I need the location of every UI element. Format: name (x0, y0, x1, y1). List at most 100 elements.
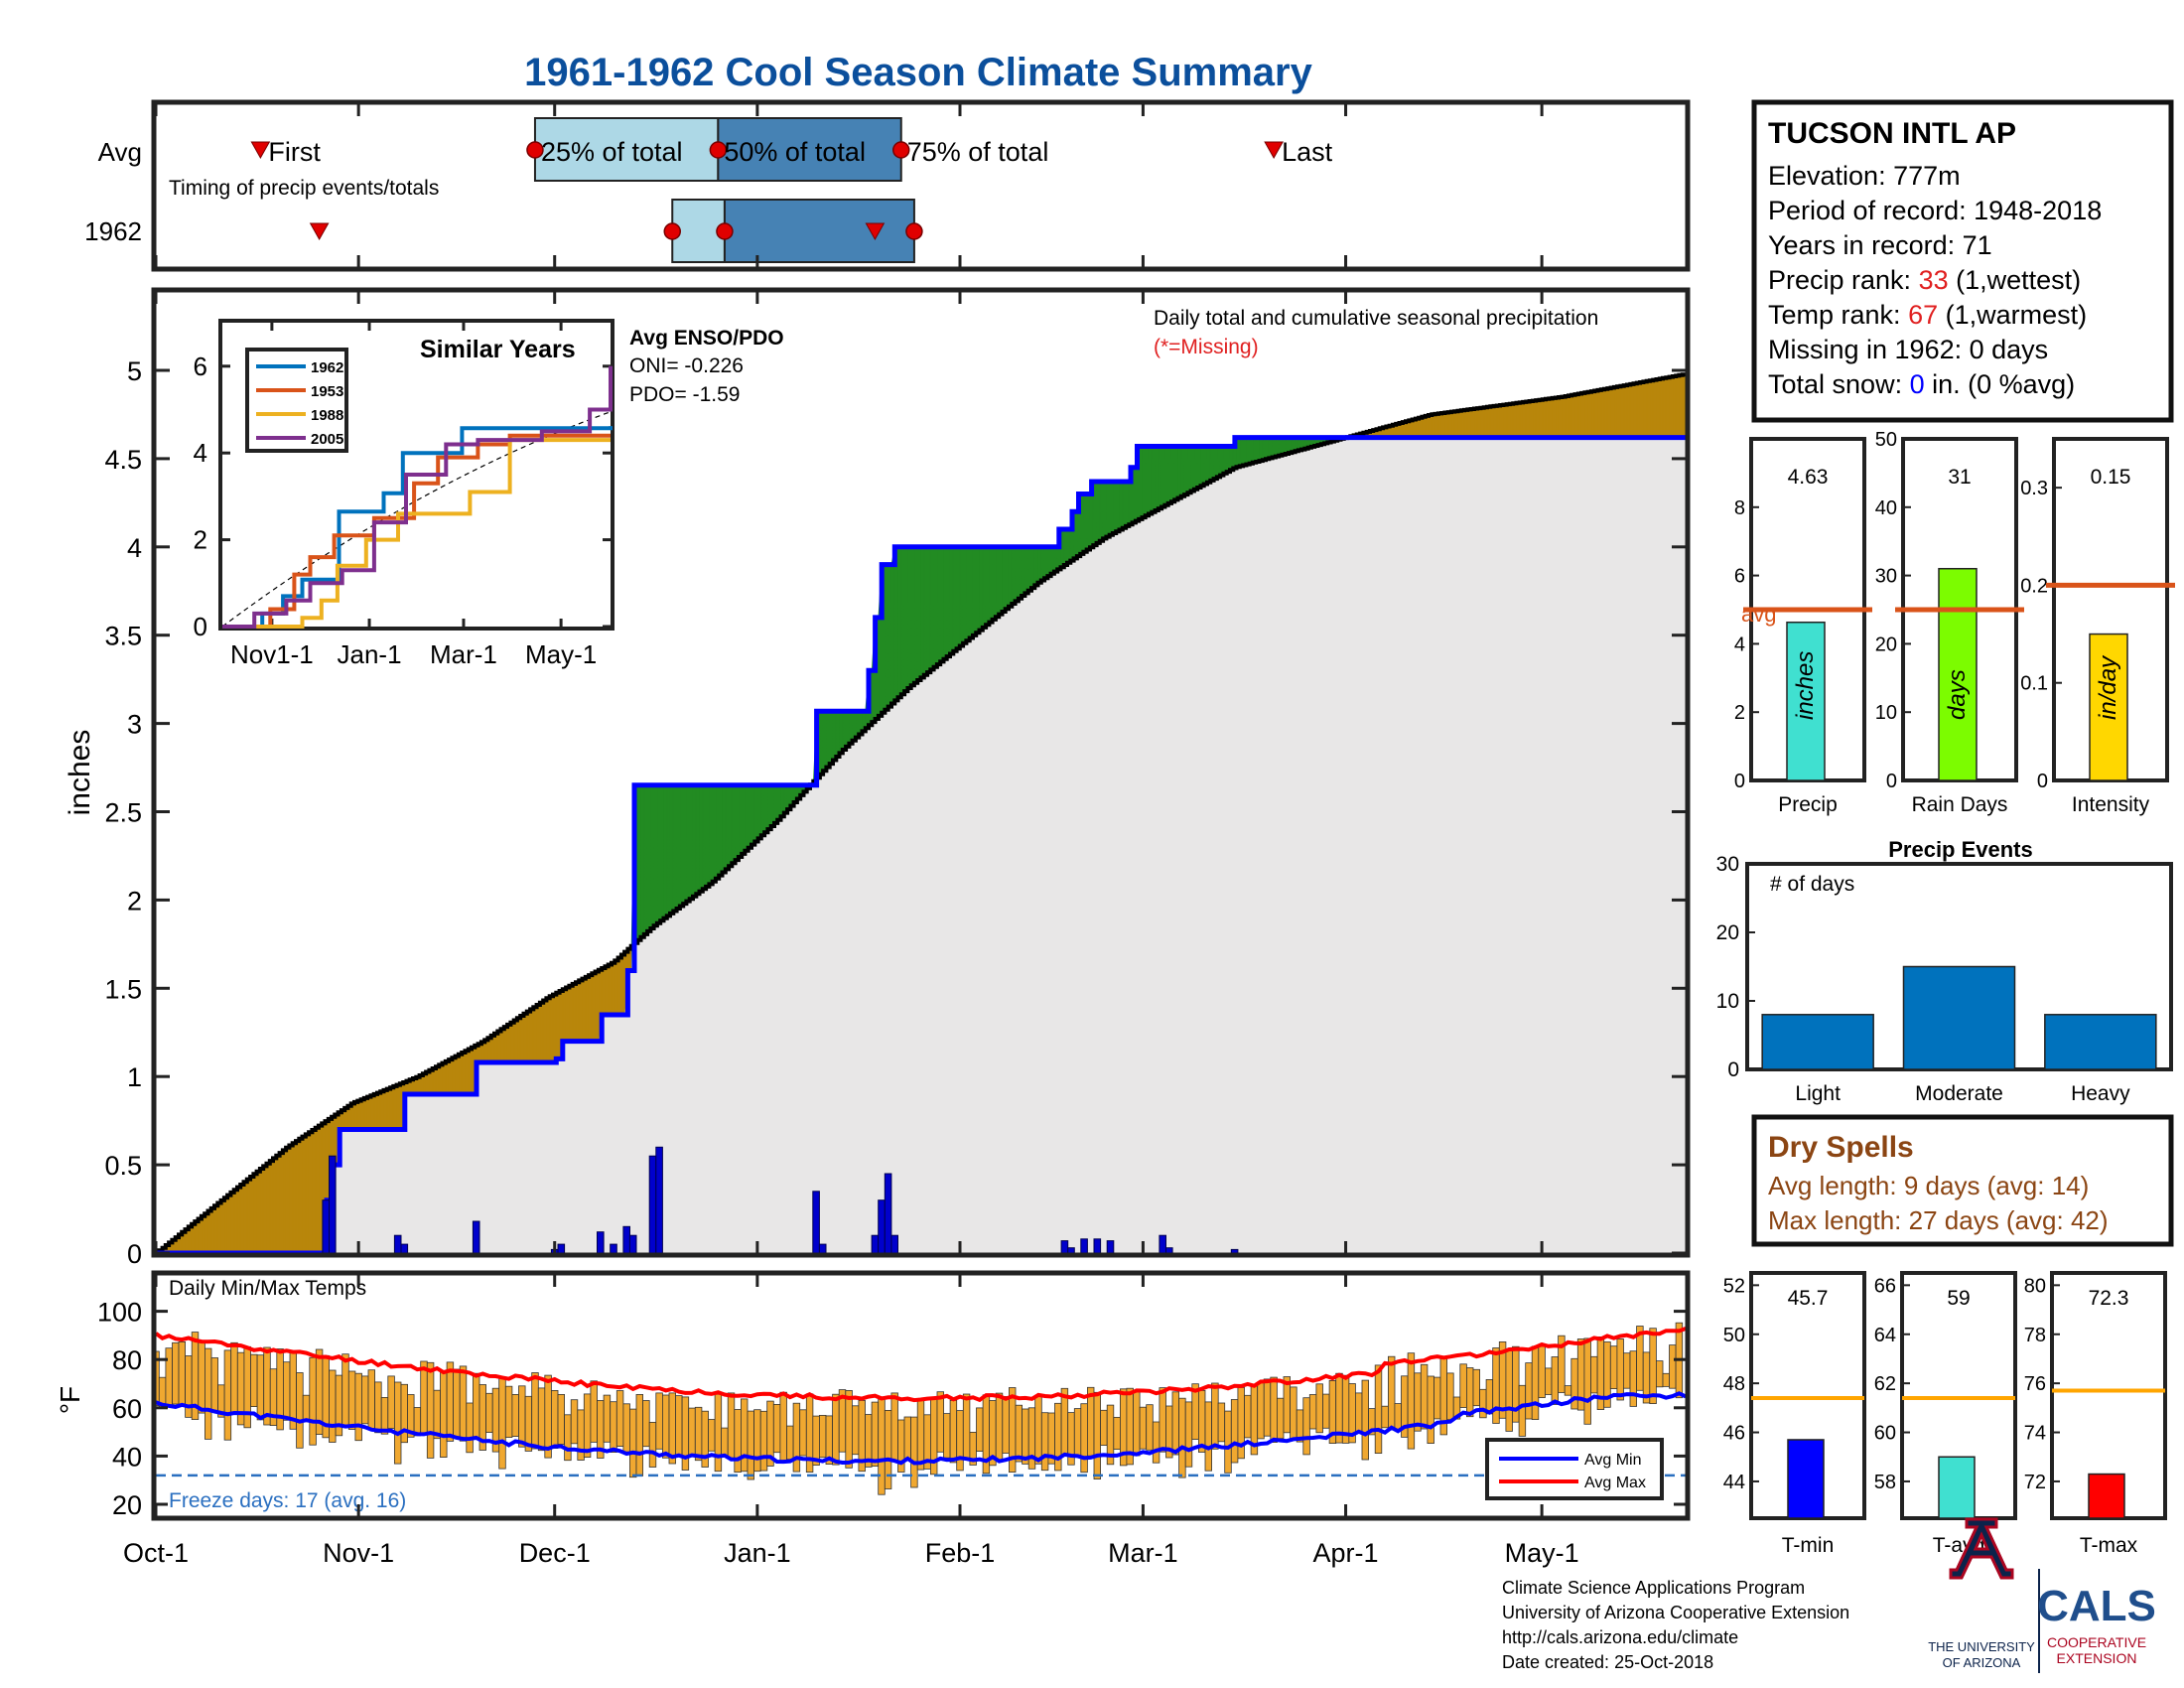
temp-y-tick-label: 60 (112, 1394, 142, 1424)
temp-bar-y-tick-label: 78 (2024, 1325, 2046, 1346)
daily-temp-bar (1512, 1345, 1520, 1423)
daily-temp-bar (1538, 1345, 1546, 1398)
mini-y-tick-label: 0 (2037, 771, 2048, 792)
daily-temp-bar (433, 1389, 441, 1440)
daily-temp-bar (1302, 1397, 1310, 1456)
daily-precip-bar (1230, 1248, 1239, 1254)
daily-precip-bar (655, 1146, 663, 1254)
daily-precip-bar (1165, 1247, 1173, 1254)
mini-y-tick-label: 2 (1734, 702, 1745, 724)
precip-y-tick-label: 1.5 (104, 974, 142, 1004)
daily-temp-bar (1446, 1372, 1454, 1421)
daily-temp-bar (590, 1380, 598, 1443)
station-period: Period of record: 1948-2018 (1768, 196, 2102, 225)
daily-temp-bar (995, 1392, 1004, 1461)
precip-y-tick-label: 2.5 (104, 798, 142, 828)
temp-bar-charts: 444648505245.7T-min586062646659T-avg7274… (1723, 1271, 2167, 1557)
temp-bar-y-tick-label: 74 (2024, 1423, 2046, 1445)
daily-temp-bar (453, 1368, 461, 1438)
temp-bar-y-tick-label: 66 (1874, 1275, 1896, 1297)
daily-temp-bar (531, 1372, 539, 1450)
mini-y-tick-label: 20 (1875, 633, 1897, 655)
station-temp-rank: Temp rank: 67 (1,warmest) (1768, 300, 2087, 330)
avg-25pct-label: 25% of total (541, 137, 683, 167)
daily-temp-bar (1080, 1403, 1088, 1474)
daily-temp-bar (727, 1392, 736, 1459)
daily-temp-bar (172, 1341, 180, 1405)
temp-bar-y-tick-label: 76 (2024, 1373, 2046, 1395)
mini-y-tick-label: 0.2 (2020, 575, 2048, 597)
station-name: TUCSON INTL AP (1768, 117, 2016, 150)
daily-temp-bar (380, 1397, 389, 1435)
daily-temp-bar (544, 1374, 552, 1459)
daily-temp-bar (786, 1425, 794, 1461)
daily-temp-bar (1479, 1388, 1487, 1419)
daily-temp-bar (845, 1390, 853, 1469)
dry-spells-avg: Avg length: 9 days (avg: 14) (1768, 1171, 2089, 1200)
daily-temp-bar (1133, 1391, 1141, 1457)
dry-spells-box: Dry Spells Avg length: 9 days (avg: 14) … (1751, 1114, 2174, 1247)
temp-bar-y-tick-label: 52 (1723, 1275, 1745, 1297)
daily-temp-bar (256, 1354, 265, 1421)
mini-y-tick-label: 0.3 (2020, 478, 2048, 499)
daily-temp-bar (819, 1415, 827, 1459)
daily-temp-bar (1609, 1345, 1618, 1389)
inset-y-tick-label: 0 (194, 612, 207, 641)
daily-temp-bar (721, 1427, 729, 1458)
season-x-axis: Oct-1 Nov-1 Dec-1 Jan-1 Feb-1 Mar-1 Apr-1 May-1 (123, 104, 1579, 1568)
daily-temp-bar (1433, 1376, 1441, 1420)
timing-frame (151, 99, 1691, 272)
daily-temp-bar (1159, 1387, 1166, 1453)
avg-50pct-label: 50% of total (724, 137, 866, 167)
station-elevation: Elevation: 777m (1768, 161, 1961, 191)
daily-temp-bar (943, 1413, 951, 1459)
daily-temp-bar (1315, 1383, 1323, 1434)
inset-legend-label: 1953 (311, 383, 343, 400)
daily-temp-bar (420, 1360, 428, 1434)
inset-legend-label: 1988 (311, 407, 343, 424)
temp-legend-box (1485, 1438, 1664, 1500)
temp-bar-y-tick-label: 62 (1874, 1373, 1896, 1395)
daily-precip-bar (1093, 1238, 1102, 1254)
precip-events-category-label: Moderate (1915, 1082, 2003, 1105)
figure-title: 1961-1962 Cool Season Climate Summary (524, 51, 1312, 94)
daily-temp-bar (878, 1398, 886, 1495)
daily-temp-bar (250, 1353, 258, 1407)
daily-temp-bar (387, 1375, 395, 1429)
daily-temp-bar (708, 1419, 716, 1452)
season-x-tick-label: Mar-1 (1108, 1538, 1178, 1568)
footer-line-4: Date created: 25-Oct-2018 (1502, 1652, 1713, 1672)
season-x-tick-label: May-1 (1505, 1538, 1579, 1568)
similar-years-inset: 0 2 4 6 Nov1-1 Jan-1 Mar-1 May-1 1962 1953 1988 20… (194, 319, 614, 669)
avg-first-label: First (268, 137, 321, 167)
timing-markers: First 25% of total 50% of total 75% of tota… (250, 117, 1333, 263)
daily-temp-bar (1277, 1397, 1285, 1440)
university-of-arizona-logo: THE UNIVERSITY OF ARIZONA (1928, 1517, 2035, 1670)
daily-temp-bar (1466, 1367, 1474, 1418)
avg-25pct-marker (526, 141, 544, 159)
footer: Climate Science Applications Program Uni… (1502, 1517, 2156, 1673)
daily-temp-bar (949, 1400, 958, 1464)
enso-pdo: PDO= -1.59 (629, 383, 740, 406)
below-curve-fill (156, 437, 1686, 1254)
daily-temp-bar (962, 1393, 971, 1459)
daily-temp-bar (1237, 1387, 1245, 1460)
daily-temp-bar (688, 1407, 696, 1457)
temp-value-bar (2088, 1473, 2125, 1519)
daily-temp-bar (1184, 1401, 1193, 1468)
temp-bar-chart-t-max: 72 74 76 78 80 72.3 T-max (2024, 1271, 2167, 1557)
daily-temp-bar (603, 1394, 612, 1443)
mini-chart-inches: 0 2 4 6 8 4.63 inches Precip avg (1734, 437, 1872, 816)
precip-events-bar (1902, 965, 2016, 1070)
daily-temp-bar (466, 1402, 474, 1454)
mini-y-tick-label: 8 (1734, 497, 1745, 519)
daily-temp-bar (1244, 1394, 1252, 1439)
station-years: Years in record: 71 (1768, 230, 1992, 260)
precip-y-tick-label: 0 (127, 1239, 142, 1269)
daily-temp-bar (1525, 1362, 1533, 1420)
avg-75pct-label: 75% of total (907, 137, 1049, 167)
daily-temp-bar (472, 1372, 480, 1439)
cals-logo-text: CALS (2037, 1582, 2156, 1630)
daily-temp-bar (753, 1409, 761, 1473)
daily-temp-bar (1629, 1350, 1637, 1407)
